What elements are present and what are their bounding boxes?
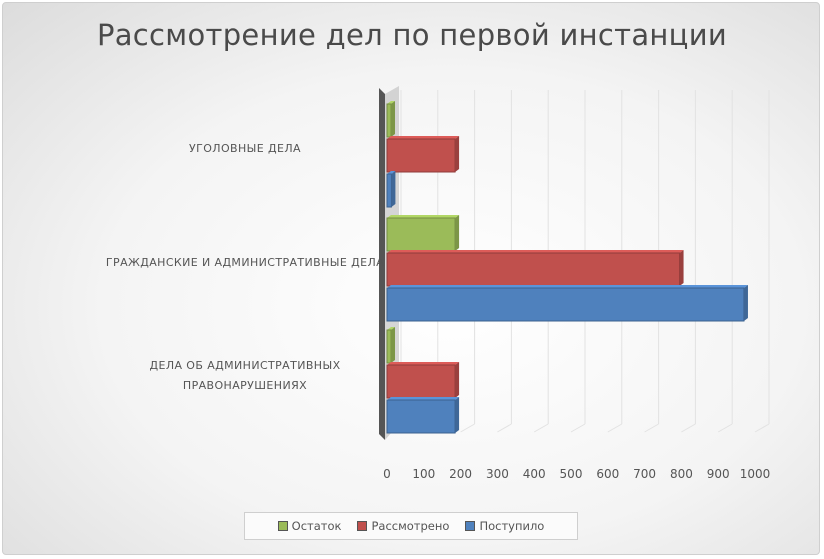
bar-top-face — [387, 327, 395, 330]
x-tick-label: 1000 — [740, 467, 771, 481]
bar-side-face — [391, 101, 395, 137]
bar-postupilo — [386, 171, 396, 208]
bar-front-face — [386, 173, 392, 208]
category-label: УГОЛОВНЫЕ ДЕЛА — [189, 142, 301, 155]
bar-postupilo — [386, 397, 460, 434]
bar-top-face — [387, 136, 460, 139]
x-tick-label: 900 — [707, 467, 730, 481]
legend-swatch — [465, 521, 476, 531]
category-label: ДЕЛА ОБ АДМИНИСТРАТИВНЫХ ПРАВОНАРУШЕНИЯХ — [149, 359, 340, 392]
bar-side-face — [455, 362, 460, 398]
bar-front-face — [386, 287, 745, 322]
x-tick-label: 300 — [486, 467, 509, 481]
legend-label: Рассмотрено — [371, 519, 450, 533]
x-tick-label: 100 — [412, 467, 435, 481]
bar-top-face — [387, 101, 395, 104]
bar-ostatok — [386, 101, 395, 138]
bar-side-face — [455, 215, 460, 251]
chart-title: Рассмотрение дел по первой инстанции — [96, 18, 728, 52]
bar-top-face — [387, 362, 460, 365]
bar-front-face — [386, 217, 456, 252]
legend-item: Остаток — [277, 519, 342, 533]
x-tick-label: 0 — [383, 467, 391, 481]
x-tick-label: 400 — [523, 467, 546, 481]
legend: Остаток Рассмотрено Поступило — [244, 512, 578, 540]
legend-label: Поступило — [479, 519, 545, 533]
x-tick-label: 600 — [596, 467, 619, 481]
bar-side-face — [391, 327, 395, 363]
bar-top-face — [387, 215, 460, 218]
category-labels: УГОЛОВНЫЕ ДЕЛА ГРАЖДАНСКИЕ И АДМИНИСТРАТИ… — [106, 142, 384, 392]
bar-side-face — [743, 285, 748, 321]
x-tick-label: 700 — [633, 467, 656, 481]
legend-item: Рассмотрено — [357, 519, 449, 533]
bar-postupilo — [386, 285, 748, 322]
x-tick-labels: 0 100 200 300 400 500 600 700 800 900 1000 — [383, 467, 770, 481]
x-tick-label: 200 — [449, 467, 472, 481]
gridline-floor — [497, 423, 512, 433]
bar-front-face — [386, 252, 681, 287]
axis-wall-side — [379, 88, 385, 440]
gridline-floor — [607, 423, 623, 433]
bar-front-face — [386, 138, 456, 173]
bar-front-face — [386, 364, 456, 399]
bar-ostatok — [386, 327, 395, 364]
bar-ostatok — [386, 215, 460, 252]
bar-front-face — [386, 399, 456, 434]
bar-side-face — [455, 397, 460, 433]
gridline-floor — [644, 423, 659, 433]
bar-rassmotreno — [386, 250, 684, 287]
bar-side-face — [679, 250, 684, 286]
bar-front-face — [386, 103, 392, 138]
gridline-floor — [681, 423, 696, 433]
gridline-floor — [460, 423, 475, 433]
bar-top-face — [387, 285, 748, 288]
bar-top-face — [387, 397, 460, 400]
legend-swatch — [357, 521, 368, 531]
bar-top-face — [387, 250, 684, 253]
gridline-floor — [717, 423, 733, 433]
gridline-floor — [533, 423, 549, 433]
bar-side-face — [455, 136, 460, 172]
legend-label: Остаток — [291, 519, 342, 533]
bar-front-face — [386, 329, 392, 364]
bar-rassmotreno — [386, 136, 460, 173]
bar-rassmotreno — [386, 362, 460, 399]
legend-item: Поступило — [465, 519, 544, 533]
x-tick-label: 800 — [670, 467, 693, 481]
bar-top-face — [387, 171, 396, 174]
legend-swatch — [277, 521, 288, 531]
bar-side-face — [391, 171, 396, 207]
bars — [386, 101, 748, 434]
gridline-floor — [570, 423, 586, 433]
gridline-floor — [754, 423, 770, 433]
x-tick-label: 500 — [560, 467, 583, 481]
category-label: ГРАЖДАНСКИЕ И АДМИНИСТРАТИВНЫЕ ДЕЛА — [106, 256, 384, 269]
